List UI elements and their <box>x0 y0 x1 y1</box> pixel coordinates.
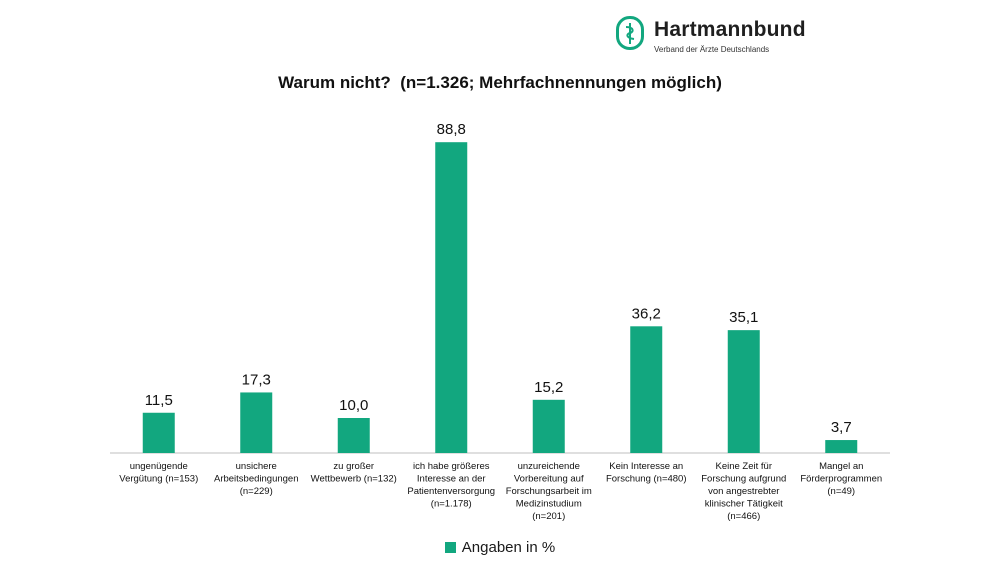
category-label: unsichere Arbeitsbedingungen (n=229) <box>214 461 299 497</box>
brand-tagline: Verband der Ärzte Deutschlands <box>654 45 770 54</box>
bar <box>532 399 565 453</box>
bar <box>435 142 468 453</box>
data-label: 88,8 <box>437 121 466 138</box>
aesculap-staff-icon <box>616 16 644 50</box>
data-label: 17,3 <box>242 371 271 388</box>
category-label: Kein Interesse an Forschung (n=480) <box>606 461 687 485</box>
bar <box>825 440 858 453</box>
bar <box>727 330 760 453</box>
bar <box>337 418 370 453</box>
bar <box>142 412 175 453</box>
bar <box>240 392 273 453</box>
hartmannbund-logo: Hartmannbund Verband der Ärzte Deutschla… <box>616 16 856 60</box>
category-label: ungenügende Vergütung (n=153) <box>119 461 198 485</box>
category-label: ich habe größeres Interesse an der Patient… <box>407 461 495 510</box>
chart-title: Warum nicht? (n=1.326; Mehrfachnennungen… <box>278 73 722 92</box>
legend-label: Angaben in % <box>461 539 556 556</box>
category-label: zu großer Wettbewerb (n=132) <box>311 461 397 485</box>
category-label: Mangel an Förderprogrammen (n=49) <box>800 461 882 497</box>
category-label: Keine Zeit für Forschung aufgrund von ange… <box>701 461 786 522</box>
chart-legend: Angaben in % <box>0 539 1000 556</box>
category-label: unzureichende Vorbereitung auf Forschungsa… <box>506 461 592 522</box>
data-label: 15,2 <box>534 379 563 396</box>
data-label: 35,1 <box>729 309 758 326</box>
brand-name: Hartmannbund <box>654 18 806 41</box>
data-label: 11,5 <box>145 392 173 409</box>
data-label: 10,0 <box>339 397 368 414</box>
data-label: 3,7 <box>831 419 852 436</box>
legend-swatch <box>444 542 456 553</box>
bar <box>630 326 663 453</box>
data-label: 36,2 <box>632 305 661 322</box>
